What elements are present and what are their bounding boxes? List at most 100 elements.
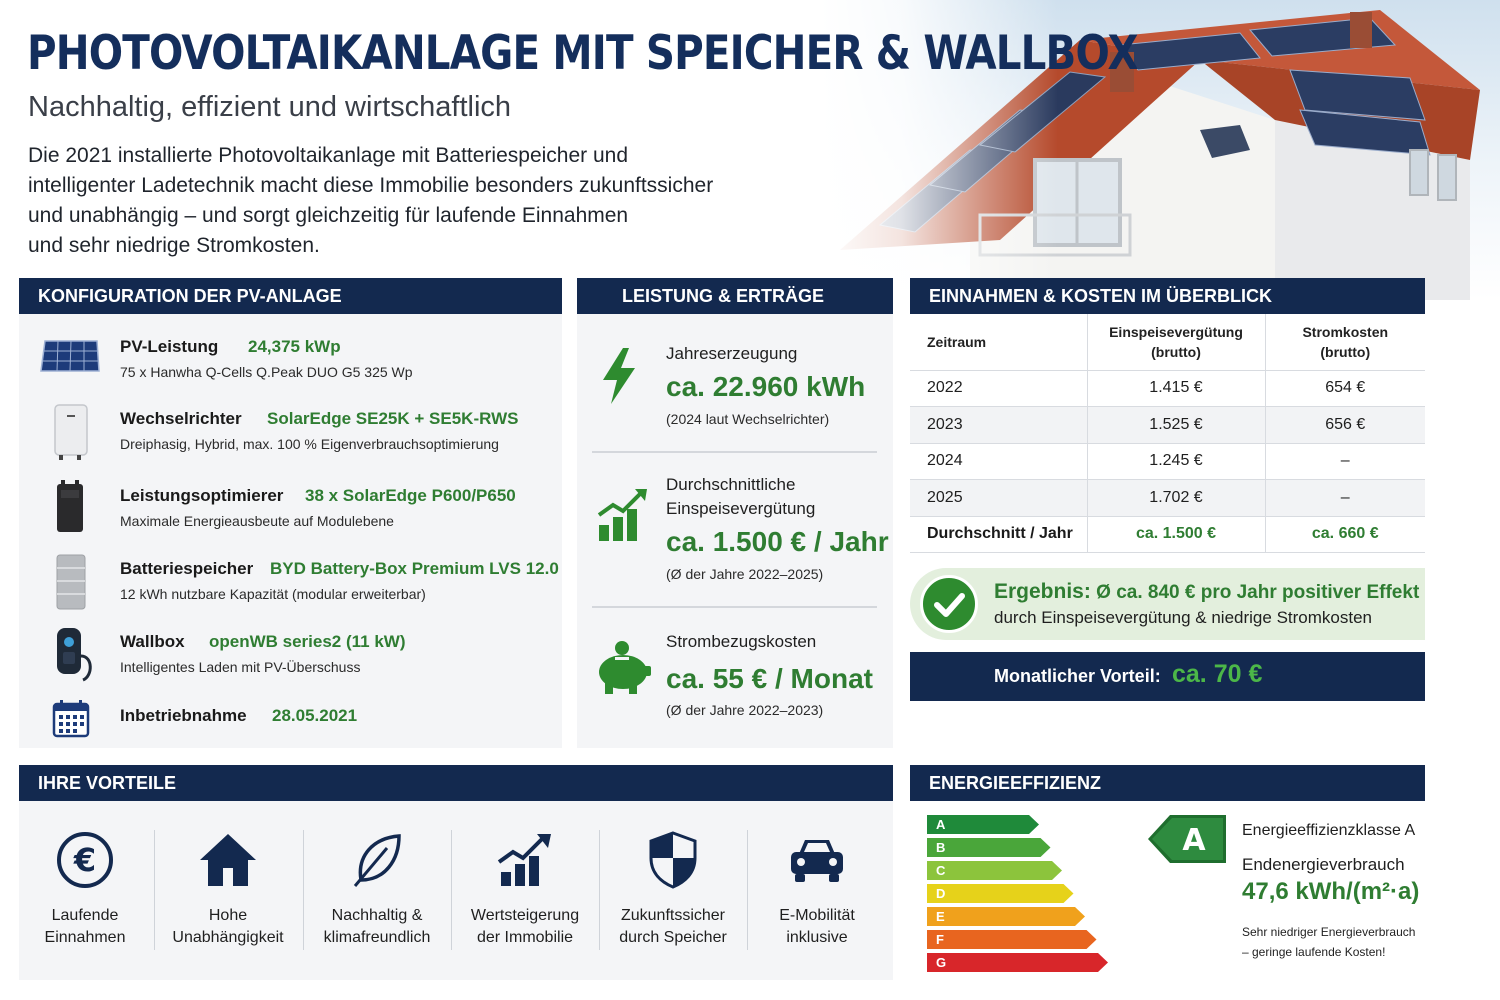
- monthly-benefit-bar: Monatlicher Vorteil: ca. 70 €: [910, 652, 1425, 701]
- advantage-label: E-Mobilität inklusive: [779, 907, 855, 946]
- table-header-row: Zeitraum Einspeisevergütung (brutto) Stro…: [910, 314, 1425, 371]
- config-name: Wechselrichter: [120, 409, 242, 428]
- table-cell: Durchschnitt / Jahr: [910, 516, 1088, 553]
- config-value: SolarEdge SE25K + SE5K-RWS: [267, 409, 519, 428]
- intro-line: und sehr niedrige Stromkosten.: [28, 234, 320, 257]
- advantage-label: Wertsteigerung der Immobilie: [470, 907, 580, 946]
- energy-bar-c: C: [927, 861, 1062, 880]
- table-cell: –: [1265, 479, 1425, 517]
- performance-value: ca. 55 € / Monat: [666, 663, 873, 694]
- advantage-label: Zukunftssicher durch Speicher: [619, 907, 727, 946]
- table-row: 2022 1.415 € 654 €: [910, 370, 1425, 407]
- table-cell: 2022: [910, 370, 1088, 407]
- piggy-bank-icon: [599, 641, 651, 694]
- advantage-item: Nachhaltig & klimafreundlich: [303, 800, 451, 980]
- leaf-icon: [353, 834, 401, 887]
- performance-item-feed-in: Durchschnittliche Einspeisevergütung ca.…: [577, 473, 893, 593]
- config-value: openWB series2 (11 kW): [209, 632, 406, 651]
- page-subtitle: Nachhaltig, effizient und wirtschaftlich: [28, 91, 512, 123]
- performance-value: ca. 1.500 € / Jahr: [666, 526, 889, 557]
- divider: [451, 830, 452, 950]
- column-header: Einspeisevergütung (brutto): [1087, 314, 1266, 371]
- result-line-2: durch Einspeisevergütung & niedrige Stro…: [994, 608, 1372, 627]
- advantages-heading: IHRE VORTEILE: [19, 765, 893, 801]
- column-header: Stromkosten (brutto): [1265, 314, 1425, 371]
- table-cell: –: [1265, 443, 1425, 480]
- table-cell: 2023: [910, 406, 1088, 444]
- performance-note: (2024 laut Wechselrichter): [666, 411, 830, 427]
- config-name: Wallbox: [120, 632, 185, 651]
- config-heading: KONFIGURATION DER PV-ANLAGE: [19, 278, 562, 314]
- growth-chart-icon: [597, 489, 647, 541]
- energy-note: Sehr niedriger Energieverbrauch – gering…: [1242, 925, 1416, 959]
- performance-panel: LEISTUNG & ERTRÄGE Jahreserzeugung ca. 2…: [577, 278, 893, 748]
- config-row-optimizer: Leistungsoptimierer 38 x SolarEdge P600/…: [19, 480, 564, 546]
- table-cell: 656 €: [1265, 406, 1425, 444]
- energy-bar-a: A: [927, 815, 1039, 834]
- energy-bar-b: B: [927, 838, 1051, 857]
- table-cell: 2024: [910, 443, 1088, 480]
- config-name: Batteriespeicher: [120, 559, 254, 578]
- config-panel: KONFIGURATION DER PV-ANLAGE PV-Leistung …: [19, 278, 562, 748]
- config-value: 24,375 kWp: [248, 337, 341, 356]
- advantage-item: € Laufende Einnahmen: [11, 800, 159, 980]
- shield-icon: [649, 831, 697, 889]
- growth-chart-icon: [497, 834, 551, 886]
- car-icon: [791, 840, 843, 882]
- energy-heading: ENERGIEEFFIZIENZ: [910, 765, 1425, 801]
- config-value: 38 x SolarEdge P600/P650: [305, 486, 516, 505]
- energy-consumption-label: Endenergieverbrauch: [1242, 855, 1405, 874]
- divider: [303, 830, 304, 950]
- monthly-benefit-value: ca. 70 €: [1172, 660, 1263, 688]
- table-cell: 1.245 €: [1087, 443, 1266, 480]
- table-row: 2025 1.702 € –: [910, 479, 1425, 517]
- result-banner: Ergebnis: Ø ca. 840 € pro Jahr positiver…: [910, 568, 1425, 640]
- config-row-pv: PV-Leistung 24,375 kWp 75 x Hanwha Q-Cel…: [19, 337, 564, 397]
- wallbox-icon: [57, 628, 92, 682]
- intro-text: Die 2021 installierte Photovoltaikanlage…: [28, 141, 768, 261]
- solar-panel-icon: [40, 340, 100, 372]
- svg-text:€: €: [73, 841, 96, 879]
- performance-label: Jahreserzeugung: [666, 344, 798, 363]
- divider: [592, 606, 877, 608]
- config-name: PV-Leistung: [120, 337, 219, 356]
- energy-bar-f: F: [927, 930, 1097, 949]
- finance-panel: EINNAHMEN & KOSTEN IM ÜBERBLICK Zeitraum…: [910, 278, 1425, 553]
- house-photo: [820, 0, 1500, 300]
- intro-line: Die 2021 installierte Photovoltaikanlage…: [28, 144, 629, 167]
- page-title: PHOTOVOLTAIKANLAGE MIT SPEICHER & WALLBO…: [27, 26, 1139, 81]
- energy-panel: ENERGIEEFFIZIENZ: [910, 765, 1425, 980]
- table-row: 2024 1.245 € –: [910, 443, 1425, 480]
- performance-label: Strombezugskosten: [666, 632, 817, 651]
- battery-icon: [56, 554, 86, 610]
- energy-bar-g: G: [927, 953, 1108, 972]
- performance-note: (Ø der Jahre 2022–2025): [666, 566, 824, 582]
- divider: [154, 830, 155, 950]
- lightning-icon: [603, 348, 635, 404]
- inverter-icon: [54, 404, 88, 460]
- table-row: 2023 1.525 € 656 €: [910, 406, 1425, 444]
- advantage-item: Zukunftssicher durch Speicher: [599, 800, 747, 980]
- advantage-item: E-Mobilität inklusive: [743, 800, 891, 980]
- table-cell: 654 €: [1265, 370, 1425, 407]
- performance-heading: LEISTUNG & ERTRÄGE: [577, 278, 893, 314]
- table-cell: ca. 660 €: [1265, 516, 1425, 553]
- table-row-average: Durchschnitt / Jahr ca. 1.500 € ca. 660 …: [910, 516, 1425, 553]
- table-cell: 2025: [910, 479, 1088, 517]
- divider: [592, 451, 877, 453]
- performance-item-yield: Jahreserzeugung ca. 22.960 kWh (2024 lau…: [577, 338, 893, 458]
- config-desc: 12 kWh nutzbare Kapazität (modular erwei…: [120, 586, 426, 602]
- table-cell: 1.702 €: [1087, 479, 1266, 517]
- advantage-label: Hohe Unabhängigkeit: [172, 907, 284, 946]
- config-desc: Intelligentes Laden mit PV-Überschuss: [120, 659, 361, 675]
- house-icon: [200, 834, 256, 886]
- config-name: Inbetriebnahme: [120, 706, 247, 725]
- monthly-benefit-label: Monatlicher Vorteil:: [994, 666, 1161, 686]
- config-desc: Maximale Energieausbeute auf Modulebene: [120, 513, 394, 529]
- performance-value: ca. 22.960 kWh: [666, 371, 866, 402]
- performance-label: Einspeisevergütung: [666, 499, 816, 518]
- optimizer-icon: [57, 480, 83, 532]
- config-desc: 75 x Hanwha Q-Cells Q.Peak DUO G5 325 Wp: [120, 364, 413, 380]
- advantage-label: Nachhaltig & klimafreundlich: [323, 907, 431, 946]
- advantage-item: Hohe Unabhängigkeit: [154, 800, 302, 980]
